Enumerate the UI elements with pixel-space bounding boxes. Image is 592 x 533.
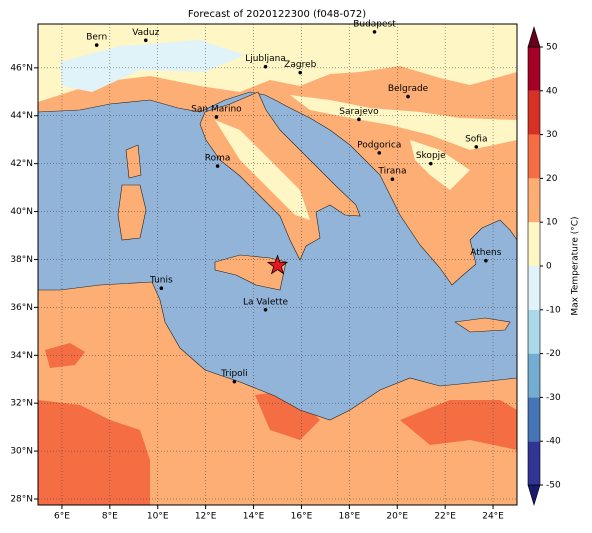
y-tick-label: 38°N — [10, 255, 33, 265]
colorbar-label: Max Temperature (°C) — [571, 216, 581, 315]
city-dot — [372, 30, 377, 34]
plot-frame — [37, 23, 518, 506]
corsica — [125, 144, 142, 179]
city-dot — [214, 115, 219, 119]
city-label: Zagreb — [284, 60, 316, 70]
alpine-region — [60, 40, 245, 92]
city-dot — [406, 94, 410, 99]
colorbar-tick-label: 20 — [546, 174, 558, 184]
city-dot — [94, 43, 99, 47]
colorbar-bin — [528, 309, 540, 354]
colorbar: -50 -40 -30 -20 -10 0 10 20 30 40 50 — [527, 25, 561, 507]
sardinia — [117, 184, 147, 241]
y-tick-label: 32°N — [10, 399, 33, 409]
colorbar-tick-label: 10 — [546, 218, 558, 228]
colorbar-tick-label: -10 — [546, 305, 561, 315]
graticule: 6°E 8°E 10°E 12°E 14°E 16°E 18°E 20°E 22°E 24°E 28… — [10, 24, 517, 522]
colorbar-tick-label: 0 — [546, 262, 552, 272]
colorbar-tick-label: 40 — [546, 86, 558, 96]
apennines — [215, 120, 310, 220]
balkan-cool — [290, 95, 517, 150]
crete — [454, 317, 511, 333]
city-label: Belgrade — [388, 84, 429, 94]
x-tick-label: 8°E — [102, 512, 118, 522]
x-tick-label: 14°E — [243, 512, 265, 522]
y-tick-label: 34°N — [10, 351, 33, 361]
city-label: Sofia — [465, 134, 487, 144]
city-label: Ljubljana — [245, 54, 286, 64]
y-tick-label: 46°N — [10, 63, 33, 73]
city-label: Vaduz — [132, 28, 159, 38]
city-label: Tunis — [149, 276, 173, 286]
y-tick-label: 36°N — [10, 303, 33, 313]
x-tick-label: 22°E — [434, 512, 456, 522]
city-dot — [159, 286, 164, 291]
map-title: Forecast of 2020122300 (f048-072) — [188, 9, 366, 20]
x-tick-label: 24°E — [482, 512, 504, 522]
colorbar-tick-label: -20 — [546, 349, 561, 359]
city-dot — [215, 164, 220, 168]
hot-region-3 — [255, 390, 320, 440]
colorbar-bin — [528, 47, 540, 91]
city-dot — [263, 307, 268, 312]
colorbar-bin — [528, 353, 540, 398]
city-dot — [263, 64, 268, 69]
x-tick-label: 12°E — [195, 512, 217, 522]
y-tick-label: 40°N — [10, 207, 33, 217]
city-dot — [232, 379, 237, 384]
city-label: Bern — [86, 33, 107, 43]
cities: Bern VaduzBudapestLjubljanaZagrebBelgrade… — [86, 19, 502, 384]
colorbar-bin — [528, 178, 540, 223]
city-label: San Marino — [191, 104, 242, 114]
city-dot — [298, 70, 303, 75]
y-tick-label: 42°N — [10, 159, 33, 169]
balkan-cool-2 — [410, 140, 470, 190]
hot-region-4 — [400, 400, 517, 450]
event-marker — [266, 254, 289, 275]
x-tick-label: 18°E — [339, 512, 361, 522]
city-label: Sarajevo — [339, 107, 379, 117]
city-dot — [390, 177, 395, 182]
city-label: Tirana — [377, 167, 406, 177]
colorbar-tick-label: -40 — [546, 437, 561, 447]
x-tick-label: 10°E — [147, 512, 169, 522]
city-label: Athens — [470, 248, 501, 258]
x-tick-label: 20°E — [386, 512, 408, 522]
city-label: Podgorica — [357, 140, 401, 150]
city-dot — [428, 161, 433, 166]
colorbar-extend-low — [527, 484, 541, 507]
colorbar-bin — [528, 134, 540, 179]
colorbar-bin — [528, 441, 540, 485]
y-tick-label: 30°N — [10, 447, 33, 457]
city-label: Tripoli — [220, 369, 248, 379]
y-tick-label: 28°N — [10, 495, 33, 505]
city-dot — [357, 117, 361, 122]
colorbar-bin — [528, 222, 540, 266]
city-dot — [474, 145, 479, 149]
colorbar-tick-label: 30 — [546, 130, 558, 140]
x-tick-label: 16°E — [291, 512, 313, 522]
colorbar-bin — [528, 90, 540, 135]
colorbar-bin — [528, 397, 540, 442]
colorbar-bin — [528, 266, 540, 310]
city-label: Skopje — [416, 151, 446, 161]
x-tick-label: 6°E — [54, 512, 70, 522]
hot-region — [38, 400, 150, 505]
colorbar-extend-high — [527, 25, 541, 48]
colorbar-tick-label: 50 — [546, 43, 558, 53]
y-tick-label: 44°N — [10, 111, 33, 121]
colorbar-tick-label: -30 — [546, 393, 561, 403]
city-dot — [484, 258, 488, 263]
sicily — [214, 254, 287, 291]
city-label: La Valette — [243, 297, 288, 307]
city-dot — [377, 151, 382, 155]
colorbar-tick-label: -50 — [546, 481, 561, 491]
city-label: Roma — [205, 154, 231, 164]
city-dot — [143, 38, 148, 43]
